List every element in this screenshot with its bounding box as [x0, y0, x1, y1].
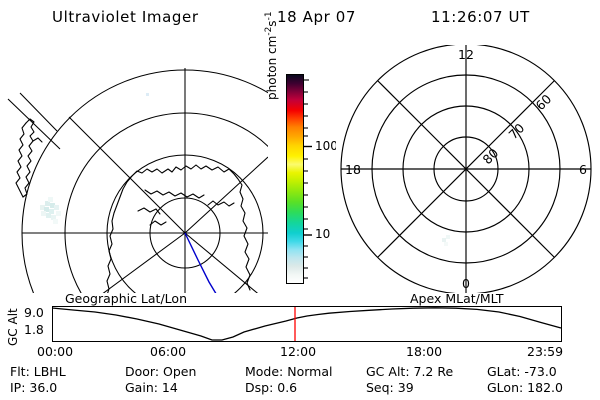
status-glat: GLat: -73.0	[487, 364, 557, 379]
status-bar: Flt: LBHL Door: Open Mode: Normal GC Alt…	[0, 364, 600, 398]
header-bar: Ultraviolet Imager 18 Apr 07 11:26:07 UT	[0, 6, 600, 32]
apex-magnetic-panel[interactable]: 12 6 0 18 60 70 80	[336, 45, 600, 293]
colorbar-gradient	[286, 74, 304, 284]
status-ip: IP: 36.0	[10, 380, 58, 395]
status-dsp: Dsp: 0.6	[245, 380, 298, 395]
status-door: Door: Open	[125, 364, 197, 379]
time-tick-0600: 06:00	[150, 344, 187, 359]
mlt-label-12: 12	[458, 47, 474, 62]
status-flt: Flt: LBHL	[10, 364, 66, 379]
time-tick-1800: 18:00	[406, 344, 443, 359]
time-tick-0000: 00:00	[37, 344, 74, 359]
apex-polar-plot: 12 6 0 18 60 70 80	[336, 45, 600, 293]
gc-alt-axis: GC Alt 9.0 1.8	[2, 300, 46, 348]
status-seq: Seq: 39	[366, 380, 414, 395]
antarctica-coastline	[106, 164, 251, 293]
mlt-spokes	[341, 45, 591, 293]
status-gain: Gain: 14	[125, 380, 178, 395]
geographic-polar-plot	[0, 45, 268, 293]
status-mode: Mode: Normal	[245, 364, 333, 379]
terminator-arcs	[7, 92, 61, 150]
aurora-speck	[146, 93, 149, 96]
observation-time: 11:26:07 UT	[431, 8, 530, 26]
intensity-colorbar[interactable]	[286, 74, 304, 284]
time-tick-2359: 23:59	[527, 344, 564, 359]
orbit-time-axis: 00:00 06:00 12:00 18:00 23:59	[37, 344, 564, 359]
geographic-image-panel[interactable]	[0, 45, 268, 293]
orbit-altitude-plot[interactable]	[51, 306, 562, 342]
apex-panel-caption: Apex MLat/MLT	[410, 291, 504, 306]
time-tick-1200: 12:00	[280, 344, 317, 359]
mlt-label-6: 6	[579, 162, 587, 177]
geographic-panel-caption: Geographic Lat/Lon	[65, 291, 187, 306]
geographic-meridians	[22, 68, 268, 293]
gc-alt-tick-low: 1.8	[24, 322, 44, 337]
page-title: Ultraviolet Imager	[52, 8, 199, 26]
colorbar-tick-10: 10	[315, 227, 331, 241]
orbit-altitude-chart	[51, 306, 562, 342]
aurora-emission-patch	[40, 197, 61, 224]
colorbar-tick-marks	[304, 79, 312, 279]
status-glon: GLon: 182.0	[487, 380, 563, 395]
mlt-label-0: 0	[462, 276, 470, 291]
observation-date: 18 Apr 07	[277, 8, 357, 26]
altitude-curve	[51, 307, 562, 341]
status-gcalt: GC Alt: 7.2 Re	[366, 364, 454, 379]
spacecraft-trajectory	[184, 232, 217, 293]
peninsula-coastline	[15, 118, 43, 198]
colorbar-tick-100: 100	[315, 139, 338, 153]
mlt-label-18: 18	[345, 162, 361, 177]
apex-aurora-speck	[442, 235, 450, 246]
gc-alt-tick-high: 9.0	[24, 305, 44, 320]
colorbar-tick-labels: 100 10	[315, 74, 365, 284]
